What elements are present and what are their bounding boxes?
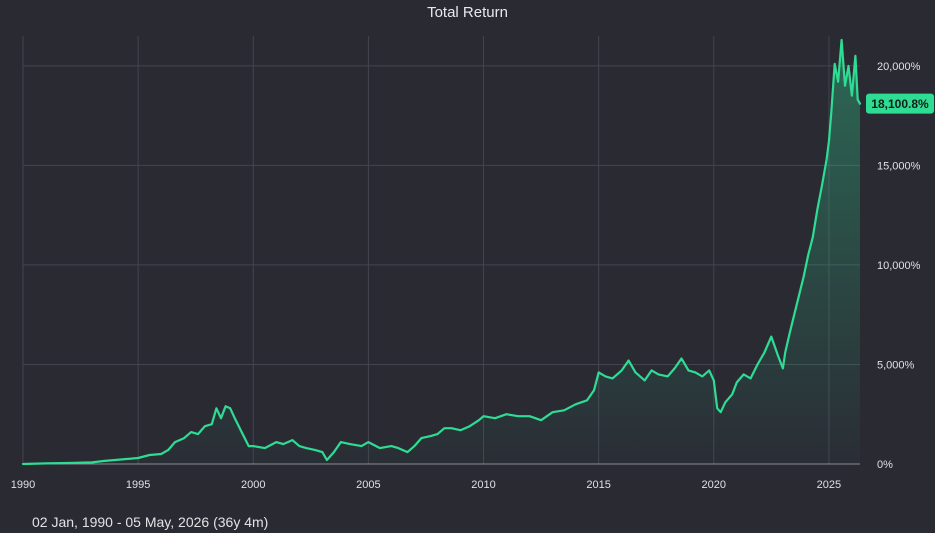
y-tick-label-2: 10,000% <box>877 260 921 272</box>
x-tick-label-2005: 2005 <box>356 479 380 491</box>
y-tick-label-4: 20,000% <box>877 61 921 73</box>
x-tick-label-2000: 2000 <box>241 479 265 491</box>
series-line-total-return <box>21 38 862 466</box>
y-tick-label-1: 5,000% <box>877 359 915 371</box>
x-tick-label-1995: 1995 <box>126 479 150 491</box>
series-line-layer <box>21 38 862 466</box>
x-tick-label-2010: 2010 <box>471 479 495 491</box>
x-tick-label-2020: 2020 <box>702 479 726 491</box>
date-range-label: 02 Jan, 1990 - 05 May, 2026 (36y 4m) <box>32 514 269 530</box>
x-axis: 1990 1995 2000 2005 2010 2015 2020 2025 <box>11 479 841 491</box>
x-tick-label-2015: 2015 <box>586 479 610 491</box>
last-value-label: 18,100.8% <box>871 97 929 111</box>
series-area <box>23 40 860 464</box>
y-tick-label-0: 0% <box>877 459 893 471</box>
last-value-layer[interactable]: 18,100.8% <box>866 93 934 114</box>
y-axis: 0% 5,000% 10,000% 15,000% 20,000% <box>877 61 921 471</box>
x-tick-label-2025: 2025 <box>817 479 841 491</box>
chart-title: Total Return <box>427 4 508 21</box>
y-tick-label-3: 15,000% <box>877 160 921 172</box>
x-tick-label-1990: 1990 <box>11 479 35 491</box>
last-value-badge <box>866 93 934 114</box>
area-fill <box>23 40 860 464</box>
